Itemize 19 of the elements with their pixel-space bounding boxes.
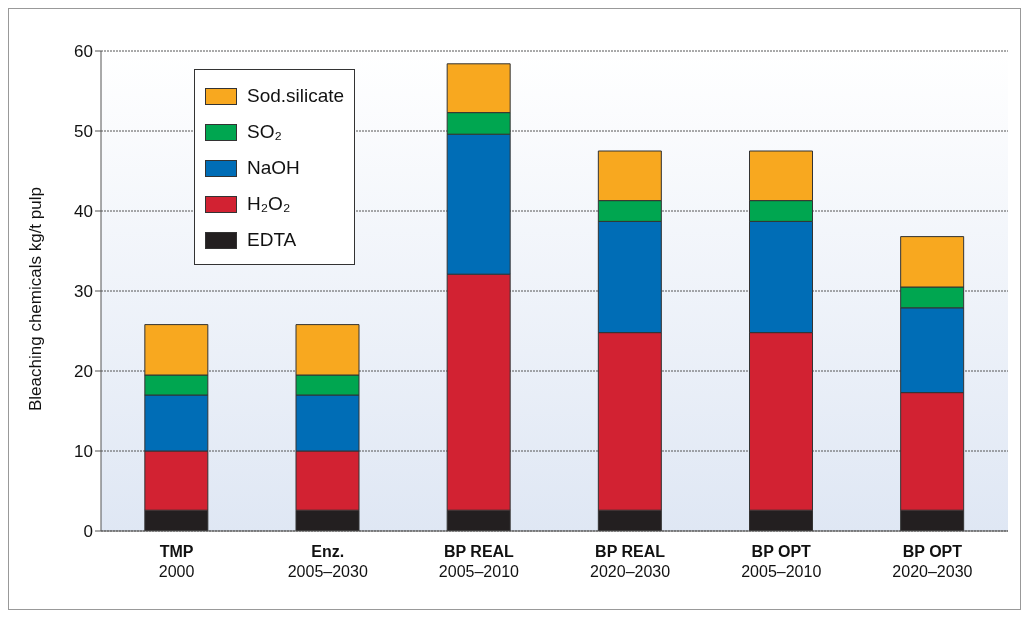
x-tick-label: TMP 2000 — [158, 543, 195, 580]
y-tick-label: 40 — [74, 202, 93, 222]
legend-label: NaOH — [247, 157, 300, 179]
legend-label: SO₂ — [247, 121, 282, 143]
x-tick-label: BP REAL 2020–2030 — [590, 543, 671, 580]
x-tick-label: BP REAL 2005–2010 — [438, 543, 520, 580]
x-tick-label: BP OPT 2020–2030 — [892, 543, 973, 580]
x-tick-label: BP OPT 2005–2010 — [741, 543, 822, 580]
y-tick-label: 60 — [74, 42, 93, 62]
legend-label: H₂O₂ — [247, 193, 291, 215]
y-tick-label: 30 — [74, 282, 93, 302]
y-tick-label: 20 — [74, 362, 93, 382]
y-tick-label: 50 — [74, 122, 93, 142]
legend-label: EDTA — [247, 229, 297, 251]
legend-label: Sod.silicate — [247, 85, 345, 107]
y-tick-label: 10 — [74, 442, 93, 462]
y-axis-title: Bleaching chemicals kg/t pulp — [26, 187, 46, 411]
y-tick-label: 0 — [83, 522, 93, 542]
x-tick-label: Enz. 2005–2030 — [287, 543, 368, 580]
